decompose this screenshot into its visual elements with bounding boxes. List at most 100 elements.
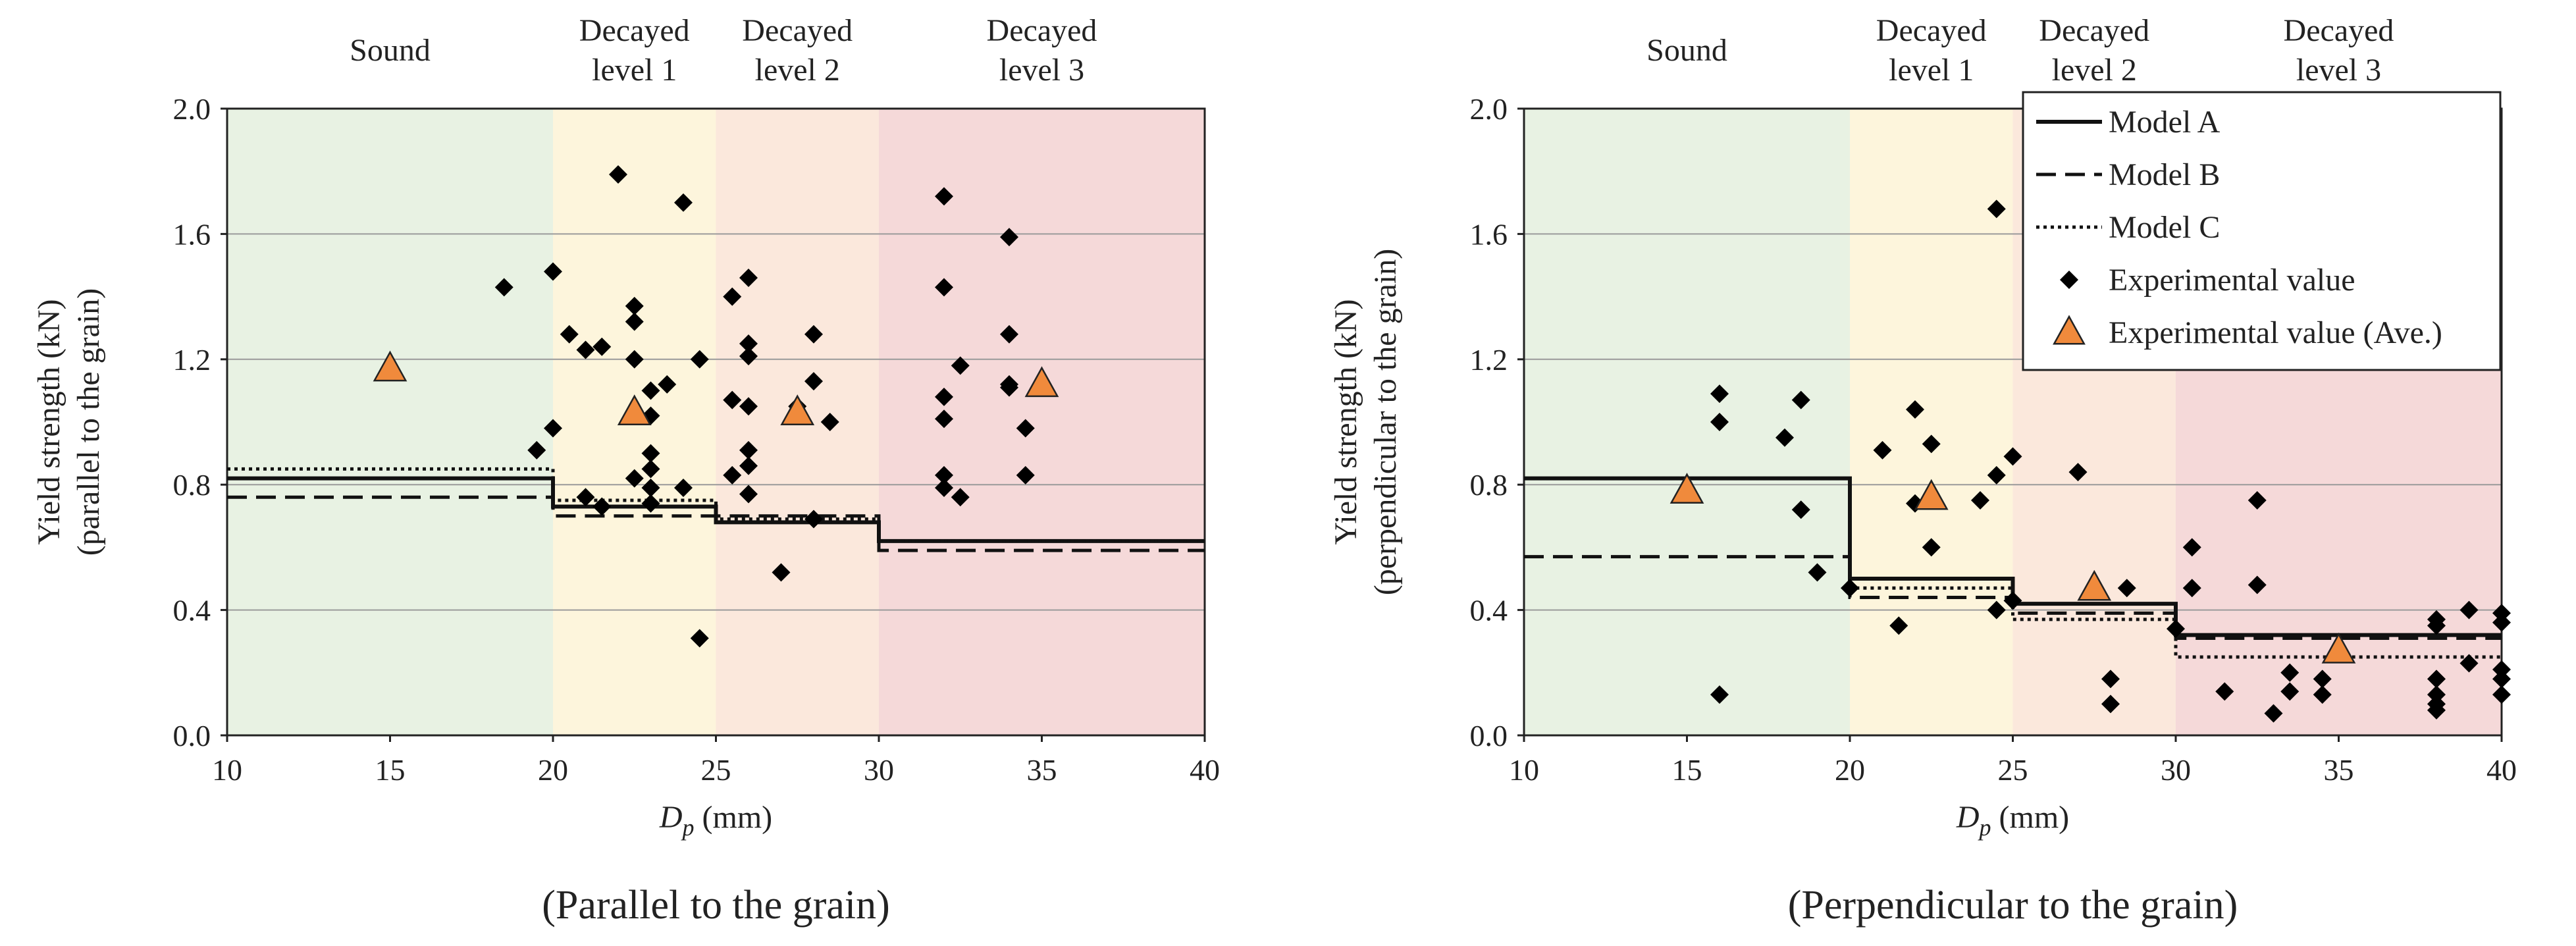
experimental-point [723, 465, 742, 485]
experimental-point [2003, 447, 2022, 466]
experimental-point [1016, 465, 1035, 485]
average-point [1914, 479, 1949, 510]
experimental-point [2215, 682, 2234, 701]
y-tick-label: 1.6 [173, 217, 211, 251]
experimental-point [739, 269, 758, 288]
experimental-point [674, 478, 693, 497]
experimental-point [494, 278, 513, 297]
x-axis-subscript: p [681, 814, 695, 841]
experimental-point [2492, 613, 2511, 632]
experimental-point [935, 478, 953, 497]
x-tick-label: 20 [1835, 753, 1865, 787]
y-axis-label: Yield strength (kN) [32, 299, 66, 544]
zone-label: level 2 [755, 53, 840, 88]
experimental-point [527, 440, 546, 460]
legend-label: Experimental value [2109, 263, 2355, 298]
experimental-point [2492, 604, 2511, 623]
y-tick-label: 1.6 [1470, 217, 1508, 251]
experimental-point [1971, 491, 1989, 510]
experimental-point [625, 296, 644, 315]
experimental-point [2492, 660, 2511, 679]
experimental-point [2280, 663, 2300, 682]
experimental-point [1922, 434, 1941, 454]
average-point [780, 394, 815, 425]
zone-label: Sound [1646, 33, 1727, 68]
x-tick-label: 35 [2324, 753, 2354, 787]
experimental-point [935, 465, 953, 485]
experimental-point [1710, 384, 1729, 404]
chart-panel-parallel: Sound Decayed level 1 Decayed level 2 Decayed… [32, 13, 1220, 928]
average-point [1024, 366, 1059, 398]
experimental-point [2101, 670, 2120, 689]
y-tick-label: 0.8 [173, 468, 211, 502]
experimental-point [935, 409, 953, 429]
experimental-point [576, 488, 595, 507]
experimental-point [690, 629, 709, 648]
x-tick-label: 40 [2486, 753, 2517, 787]
experimental-point [2427, 670, 2446, 689]
model-line-model-b [227, 495, 1205, 552]
x-tick-label: 25 [1998, 753, 2028, 787]
y-axis-label-2: (perpendicular to the grain) [1368, 249, 1403, 595]
experimental-point [1873, 440, 1892, 460]
experimental-point [625, 350, 644, 369]
experimental-point [641, 494, 660, 513]
experimental-point [723, 287, 742, 306]
experimental-point [739, 485, 758, 504]
zone-label: Sound [350, 33, 431, 68]
x-axis-subscript: p [1978, 814, 1991, 841]
experimental-point [544, 262, 562, 281]
experimental-point [739, 440, 758, 460]
average-point [1669, 473, 1704, 504]
zone-label: Decayed [742, 13, 853, 48]
y-tick-label: 0.0 [173, 719, 211, 752]
experimental-point [641, 478, 660, 497]
experimental-point [2182, 538, 2201, 557]
experimental-point [2427, 685, 2446, 704]
x-tick-label: 30 [864, 753, 894, 787]
x-tick-label: 20 [538, 753, 568, 787]
experimental-point [723, 390, 742, 409]
experimental-point [2280, 682, 2300, 701]
zone-label: level 3 [2296, 53, 2381, 88]
zone-band [879, 109, 1205, 735]
legend-label: Model C [2109, 210, 2220, 245]
experimental-point [1710, 413, 1729, 431]
zone-label: Decayed [2284, 13, 2394, 48]
x-axis-unit: (mm) [1991, 800, 2070, 835]
x-tick-label: 10 [212, 753, 242, 787]
experimental-point [2167, 619, 2185, 639]
average-point [2077, 569, 2112, 601]
y-axis-label-2: (parallel to the grain) [71, 288, 106, 556]
experimental-point [2313, 685, 2332, 704]
panel-subtitle: (Perpendicular to the grain) [1788, 883, 2238, 928]
experimental-point [625, 312, 644, 331]
experimental-point [951, 356, 970, 375]
experimental-point [2492, 670, 2511, 689]
experimental-point [2427, 616, 2446, 635]
y-tick-label: 1.2 [1470, 343, 1508, 377]
legend-box [2022, 91, 2502, 371]
experimental-point [2264, 704, 2283, 723]
legend-label: Model B [2109, 157, 2220, 192]
experimental-point [2247, 491, 2267, 510]
experimental-point [804, 510, 823, 529]
average-point [373, 350, 407, 382]
experimental-point [2182, 579, 2201, 598]
y-tick-label: 2.0 [173, 92, 211, 126]
experimental-point [820, 413, 839, 431]
zone-band [1850, 109, 2013, 735]
experimental-point [2101, 695, 2120, 714]
legend-swatch [2053, 315, 2086, 345]
zone-label: Decayed [579, 13, 690, 48]
experimental-point [739, 456, 758, 475]
experimental-point [2247, 575, 2267, 594]
x-tick-label: 30 [2161, 753, 2191, 787]
x-axis-label: Dp (mm) [659, 800, 772, 841]
experimental-point [935, 278, 953, 297]
legend-label: Model A [2109, 105, 2221, 140]
experimental-point [2459, 654, 2479, 673]
y-tick-label: 0.8 [1470, 468, 1508, 502]
experimental-point [935, 387, 953, 406]
